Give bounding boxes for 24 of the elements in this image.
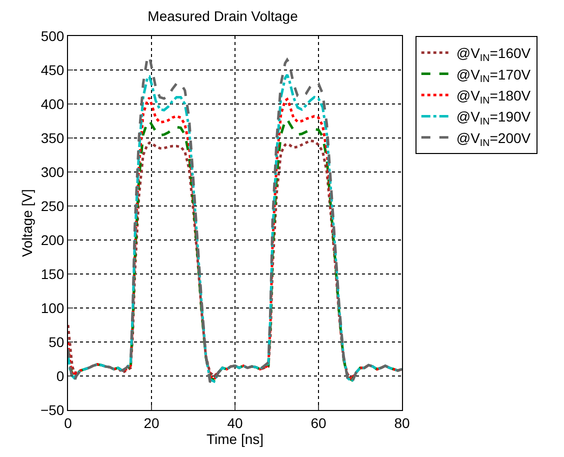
y-tick-label: 0 xyxy=(56,368,64,384)
y-tick-label: 350 xyxy=(40,130,64,146)
x-tick-label: 60 xyxy=(310,414,326,431)
y-tick-label: −50 xyxy=(40,402,64,418)
y-tick-label: 200 xyxy=(40,232,64,248)
y-tick-label: 500 xyxy=(40,28,64,44)
y-tick-label: 50 xyxy=(48,334,64,350)
y-axis-title: Voltage [V] xyxy=(19,189,36,257)
y-tick-label: 250 xyxy=(40,198,64,214)
y-tick-label: 150 xyxy=(40,266,64,282)
x-tick-label: 20 xyxy=(144,414,160,431)
legend-label: @V$_{IN}$=160V xyxy=(456,45,532,64)
legend-label: @V$_{IN}$=200V xyxy=(456,130,532,149)
y-tick-label: 100 xyxy=(40,300,64,316)
x-tick-label: 80 xyxy=(394,414,410,431)
legend-label: @V$_{IN}$=170V xyxy=(456,66,532,86)
y-tick-label: 400 xyxy=(40,96,64,112)
legend-label: @V$_{IN}$=190V xyxy=(456,108,532,128)
legend-label: @V$_{IN}$=180V xyxy=(456,87,532,106)
x-tick-label: 40 xyxy=(227,414,243,431)
y-tick-label: 300 xyxy=(40,164,64,180)
chart-title: Measured Drain Voltage xyxy=(148,8,298,24)
x-axis-title: Time [ns] xyxy=(206,430,264,447)
y-tick-label: 450 xyxy=(40,62,64,78)
